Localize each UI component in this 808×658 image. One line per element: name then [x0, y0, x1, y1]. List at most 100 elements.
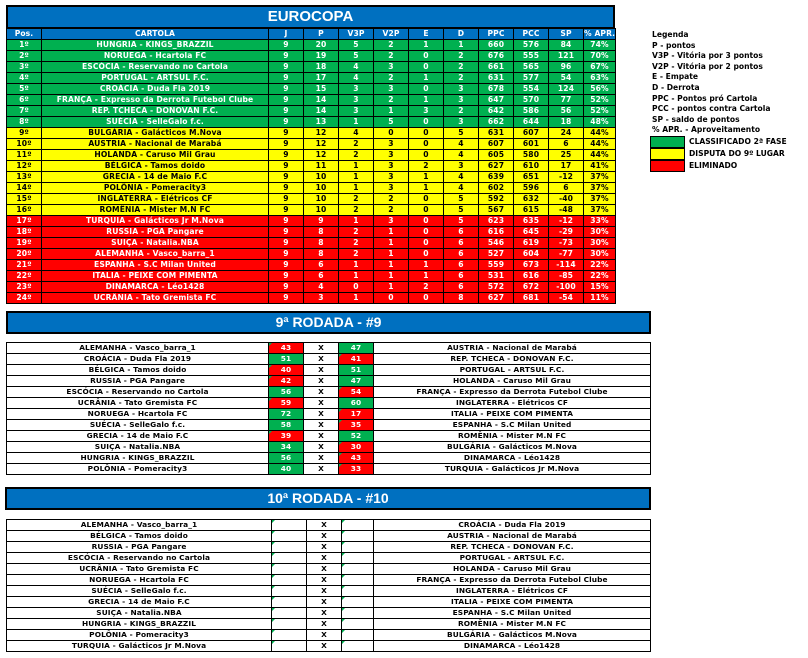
- home-score[interactable]: [271, 629, 307, 641]
- standings-row[interactable]: 16º ROMÊNIA - Mister M.N FC 9 10 2 2 0 5 567 615-…: [6, 204, 616, 216]
- cell-e: 1: [408, 94, 444, 106]
- cell-e: 0: [408, 50, 444, 62]
- standings-row[interactable]: 9º BULGÁRIA - Galácticos M.Nova 9 12 4 0 0 5 631…: [6, 127, 616, 139]
- standings-row[interactable]: 4º PORTUGAL - ARTSUL F.C. 9 17 4 2 1 2 631 577 54 6…: [6, 72, 616, 84]
- away-score[interactable]: [341, 640, 374, 652]
- standings-row[interactable]: 1º HUNGRIA - KINGS_BRAZZIL 9 20 5 2 1 1 660 576 84…: [6, 39, 616, 51]
- cell-d: 2: [443, 61, 479, 73]
- cell-marker-icon: [269, 464, 272, 467]
- cell-j: 9: [268, 237, 304, 249]
- standings-row[interactable]: 14º POLÔNIA - Pomeracity3 9 10 1 3 1 4 602 596 6 37…: [6, 182, 616, 194]
- away-score[interactable]: 17: [338, 408, 374, 420]
- standings-row[interactable]: 23º DINAMARCA - Léo1428 9 4 0 1 2 6 572 672 -100 15…: [6, 281, 616, 293]
- away-score[interactable]: [341, 541, 374, 553]
- standings-row[interactable]: 10º AUSTRIA - Nacional de Marabá 9 12 2 3 0 4 60…: [6, 138, 616, 150]
- home-score[interactable]: 56: [268, 386, 304, 398]
- standings-row[interactable]: 24º UCRÂNIA - Tato Gremista FC 9 3 1 0 0 8 627 68…: [6, 292, 616, 304]
- home-score[interactable]: 34: [268, 441, 304, 453]
- home-score[interactable]: [271, 618, 307, 630]
- standings-row[interactable]: 21º ESPANHA - S.C Milan United 9 6 1 1 1 6 559 67…: [6, 259, 616, 271]
- away-score[interactable]: 33: [338, 463, 374, 475]
- home-score[interactable]: [271, 563, 307, 575]
- away-score[interactable]: [341, 596, 374, 608]
- home-score[interactable]: [271, 607, 307, 619]
- standings-row[interactable]: 8º SUÉCIA - SelleGalo f.c. 9 13 1 5 0 3 662 644 18…: [6, 116, 616, 128]
- home-score[interactable]: [271, 541, 307, 553]
- home-score[interactable]: [271, 596, 307, 608]
- home-score[interactable]: 56: [268, 452, 304, 464]
- cell-j: 9: [268, 72, 304, 84]
- standings-row[interactable]: 13º GRECIA - 14 de Maio F.C 9 10 1 3 1 4 639 651-…: [6, 171, 616, 183]
- match-row: ALEMANHA - Vasco_barra_1 43 X 47 AUSTRIA - N…: [6, 342, 651, 354]
- away-score[interactable]: 35: [338, 419, 374, 431]
- home-score[interactable]: [271, 585, 307, 597]
- standings-row[interactable]: 3º ESCÓCIA - Reservando no Cartola 9 18 4 3 0 2…: [6, 61, 616, 73]
- away-score[interactable]: [341, 585, 374, 597]
- cell-pos: 24º: [6, 292, 42, 304]
- away-score[interactable]: 41: [338, 353, 374, 365]
- away-score[interactable]: 54: [338, 386, 374, 398]
- away-score[interactable]: 60: [338, 397, 374, 409]
- home-score[interactable]: 43: [268, 342, 304, 354]
- cell-e: 0: [408, 204, 444, 216]
- standings-row[interactable]: 12º BÉLGICA - Tamos doido 9 11 1 3 2 3 627 610 17 4…: [6, 160, 616, 172]
- cell-marker-icon: [269, 431, 272, 434]
- cell-pcc: 672: [513, 281, 549, 293]
- home-score[interactable]: 40: [268, 463, 304, 475]
- versus-label: X: [306, 541, 342, 553]
- away-team: ROMÊNIA - Mister M.N FC: [373, 430, 651, 442]
- cell-sp: 6: [548, 138, 584, 150]
- home-score[interactable]: 39: [268, 430, 304, 442]
- cell-p: 9: [303, 215, 339, 227]
- cell-marker-icon: [339, 453, 342, 456]
- cell-marker-icon: [342, 542, 345, 545]
- home-score[interactable]: [271, 519, 307, 531]
- home-score[interactable]: [271, 530, 307, 542]
- away-score[interactable]: [341, 607, 374, 619]
- away-score[interactable]: 43: [338, 452, 374, 464]
- standings-row[interactable]: 7º REP. TCHECA - DONOVAN F.C. 9 14 3 1 3 2 642 58…: [6, 105, 616, 117]
- standings-row[interactable]: 2º NORUEGA - Hcartola FC 9 19 5 2 0 2 676 555 121 7…: [6, 50, 616, 62]
- standings-row[interactable]: 15º INGLATERRA - Elétricos CF 9 10 2 2 0 5 592 63…: [6, 193, 616, 205]
- away-score[interactable]: [341, 574, 374, 586]
- away-team: INGLATERRA - Elétricos CF: [373, 397, 651, 409]
- home-score[interactable]: 58: [268, 419, 304, 431]
- standings-row[interactable]: 22º ITALIA - PEIXE COM PIMENTA 9 6 1 1 1 6 531 61…: [6, 270, 616, 282]
- home-team: GRECIA - 14 de Maio F.C: [6, 430, 269, 442]
- away-score[interactable]: [341, 618, 374, 630]
- home-score[interactable]: [271, 640, 307, 652]
- home-score[interactable]: [271, 574, 307, 586]
- versus-label: X: [303, 408, 339, 420]
- home-score[interactable]: 59: [268, 397, 304, 409]
- cell-p: 12: [303, 127, 339, 139]
- standings-row[interactable]: 20º ALEMANHA - Vasco_barra_1 9 8 2 1 0 6 527 604-…: [6, 248, 616, 260]
- standings-row[interactable]: 5º CROÁCIA - Duda Fla 2019 9 15 3 3 0 3 678 554 12…: [6, 83, 616, 95]
- home-score[interactable]: 42: [268, 375, 304, 387]
- cell-marker-icon: [272, 641, 275, 644]
- away-score[interactable]: [341, 552, 374, 564]
- home-score[interactable]: 72: [268, 408, 304, 420]
- away-score[interactable]: 47: [338, 342, 374, 354]
- home-score[interactable]: [271, 552, 307, 564]
- home-score[interactable]: 40: [268, 364, 304, 376]
- standings-row[interactable]: 17º TURQUIA - Galácticos Jr M.Nova 9 9 1 3 0 5 6…: [6, 215, 616, 227]
- cell-marker-icon: [269, 365, 272, 368]
- away-score[interactable]: [341, 519, 374, 531]
- versus-label: X: [303, 342, 339, 354]
- home-score[interactable]: 51: [268, 353, 304, 365]
- away-score[interactable]: [341, 563, 374, 575]
- away-score[interactable]: 51: [338, 364, 374, 376]
- cell-pcc: 645: [513, 226, 549, 238]
- standings-row[interactable]: 6º FRANÇA - Expresso da Derrota Futebol C…: [6, 94, 616, 106]
- away-score[interactable]: [341, 629, 374, 641]
- standings-row[interactable]: 19º SUIÇA - Natalia.NBA 9 8 2 1 0 6 546 619 -73 30%: [6, 237, 616, 249]
- cell-cartola: ITALIA - PEIXE COM PIMENTA: [41, 270, 269, 282]
- away-score[interactable]: 30: [338, 441, 374, 453]
- standings-row[interactable]: 11º HOLANDA - Caruso Mil Grau 9 12 2 3 0 4 605 58…: [6, 149, 616, 161]
- home-team: RUSSIA - PGA Pangare: [6, 375, 269, 387]
- standings-row[interactable]: 18º RUSSIA - PGA Pangare 9 8 2 1 0 6 616 645 -29 30…: [6, 226, 616, 238]
- away-team: BULGÁRIA - Galácticos M.Nova: [373, 441, 651, 453]
- away-score[interactable]: 52: [338, 430, 374, 442]
- away-score[interactable]: 47: [338, 375, 374, 387]
- away-score[interactable]: [341, 530, 374, 542]
